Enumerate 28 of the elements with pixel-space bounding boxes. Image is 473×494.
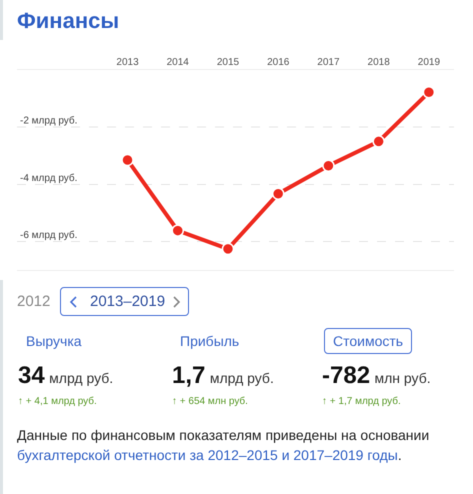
x-tick-label: 2015 <box>216 57 240 68</box>
text: ↑ + 1,7 млрд руб. <box>322 396 401 407</box>
text: Прибыль <box>180 333 240 349</box>
y-tick-label: -4 млрд руб. <box>20 172 78 184</box>
chart-title: Финансы <box>17 8 120 34</box>
x-tick-label: 2018 <box>368 57 390 68</box>
text: млн руб. <box>374 370 431 386</box>
text: бухгалтерской отчетности за 2012–2015 и 2017–2019 годы <box>17 447 398 463</box>
text: 2013–2019 <box>90 293 166 310</box>
x-tick-label: 2019 <box>418 57 440 68</box>
y-tick-label: -2 млрд руб. <box>20 116 78 127</box>
x-tick-label: 2016 <box>267 57 290 68</box>
y-tick-label: -6 млрд руб. <box>20 230 78 241</box>
text: млрд руб. <box>210 370 274 386</box>
text: . <box>398 447 402 463</box>
text: 1,7 <box>172 362 206 389</box>
text: -782 <box>322 362 370 389</box>
text: 2012 <box>17 293 50 310</box>
text: млрд руб. <box>49 370 114 386</box>
text: Стоимость <box>324 328 412 354</box>
text: ↑ + 4,1 млрд руб. <box>18 396 97 407</box>
text: Данные по финансовым показателям приведены на основании <box>17 427 430 443</box>
text: Выручка <box>26 333 82 349</box>
x-tick-label: 2013 <box>116 57 140 68</box>
x-tick-label: 2017 <box>317 57 340 68</box>
text: 34 <box>18 362 45 389</box>
text: ↑ + 654 млн руб. <box>172 396 248 407</box>
x-tick-label: 2014 <box>166 57 190 68</box>
